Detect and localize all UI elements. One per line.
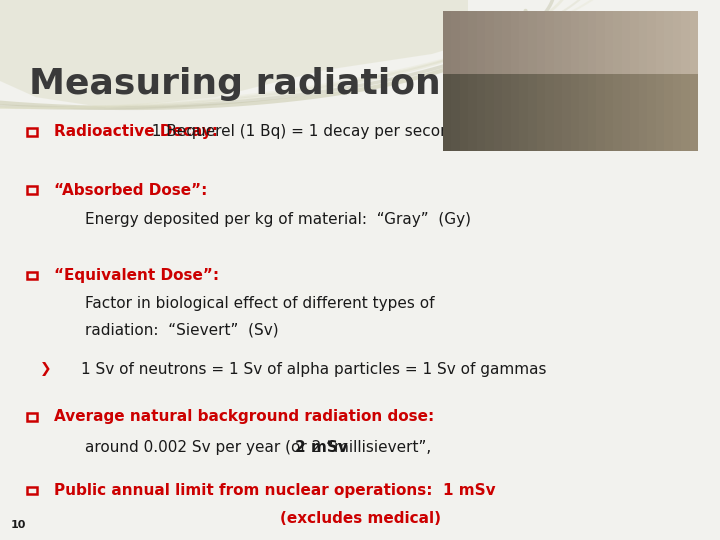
Bar <box>588 74 596 151</box>
Bar <box>485 74 494 151</box>
Bar <box>443 11 451 74</box>
Bar <box>477 11 485 74</box>
Bar <box>665 11 672 74</box>
Bar <box>622 11 630 74</box>
Bar <box>690 11 698 74</box>
Bar <box>656 74 665 151</box>
Bar <box>451 11 460 74</box>
Bar <box>511 74 520 151</box>
Bar <box>672 11 681 74</box>
Bar <box>613 74 622 151</box>
Bar <box>528 11 536 74</box>
Bar <box>613 11 622 74</box>
Text: around 0.002 Sv per year (or 2 “millisievert”,: around 0.002 Sv per year (or 2 “millisie… <box>85 440 436 455</box>
Bar <box>494 11 503 74</box>
Text: 1 Sv of neutrons = 1 Sv of alpha particles = 1 Sv of gammas: 1 Sv of neutrons = 1 Sv of alpha particl… <box>81 362 547 377</box>
Bar <box>571 74 579 151</box>
Bar <box>528 74 536 151</box>
Bar <box>647 74 656 151</box>
Bar <box>460 11 469 74</box>
Bar <box>690 74 698 151</box>
Bar <box>545 74 554 151</box>
Bar <box>681 74 690 151</box>
Bar <box>630 11 639 74</box>
Bar <box>460 74 469 151</box>
Bar <box>554 11 562 74</box>
Bar <box>605 74 613 151</box>
Bar <box>477 74 485 151</box>
Text: Public annual limit from nuclear operations:  1 mSv: Public annual limit from nuclear operati… <box>54 483 495 498</box>
Text: radiation:  “Sievert”  (Sv): radiation: “Sievert” (Sv) <box>85 323 279 338</box>
Bar <box>469 74 477 151</box>
Text: ❯: ❯ <box>40 362 51 376</box>
Text: Radioactive Decay:: Radioactive Decay: <box>54 124 218 139</box>
Bar <box>605 11 613 74</box>
Bar <box>622 74 630 151</box>
Bar <box>596 74 605 151</box>
Text: Measuring radiation: Measuring radiation <box>29 67 441 100</box>
Bar <box>571 11 579 74</box>
Bar <box>562 74 571 151</box>
Bar <box>511 11 520 74</box>
Bar <box>588 11 596 74</box>
Bar <box>503 74 511 151</box>
Bar <box>520 11 528 74</box>
Bar <box>503 11 511 74</box>
Bar <box>494 74 503 151</box>
Bar <box>665 74 672 151</box>
Bar <box>579 11 588 74</box>
Text: 10: 10 <box>11 520 26 530</box>
Bar <box>469 11 477 74</box>
Bar <box>656 11 665 74</box>
Text: Energy deposited per kg of material:  “Gray”  (Gy): Energy deposited per kg of material: “Gr… <box>85 212 471 227</box>
Bar <box>596 11 605 74</box>
Text: 1 Bequerel (1 Bq) = 1 decay per second: 1 Bequerel (1 Bq) = 1 decay per second <box>142 124 459 139</box>
Text: Factor in biological effect of different types of: Factor in biological effect of different… <box>85 296 434 311</box>
Text: (excludes medical): (excludes medical) <box>279 511 441 526</box>
Bar <box>579 74 588 151</box>
Bar <box>672 74 681 151</box>
Text: Average natural background radiation dose:: Average natural background radiation dos… <box>54 409 434 424</box>
Bar <box>443 74 451 151</box>
Bar <box>520 74 528 151</box>
Bar <box>536 74 545 151</box>
Bar <box>639 74 647 151</box>
Bar <box>451 74 460 151</box>
Bar <box>545 11 554 74</box>
Bar <box>681 11 690 74</box>
Polygon shape <box>0 0 468 108</box>
Text: “Equivalent Dose”:: “Equivalent Dose”: <box>54 268 219 283</box>
Bar <box>536 11 545 74</box>
Bar <box>562 11 571 74</box>
Bar <box>639 11 647 74</box>
Text: “Absorbed Dose”:: “Absorbed Dose”: <box>54 183 207 198</box>
Bar <box>485 11 494 74</box>
Bar <box>647 11 656 74</box>
Bar <box>554 74 562 151</box>
Text: 2 mSv: 2 mSv <box>294 440 348 455</box>
Bar <box>630 74 639 151</box>
